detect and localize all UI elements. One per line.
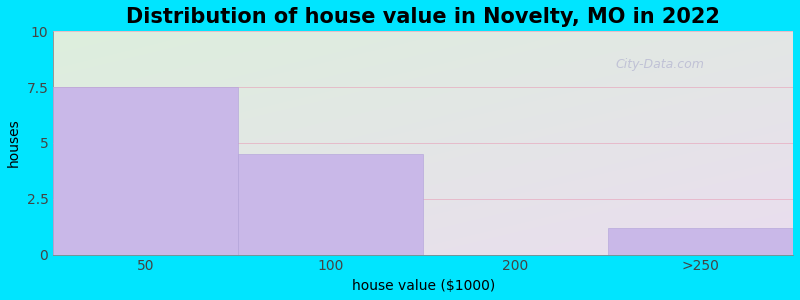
Title: Distribution of house value in Novelty, MO in 2022: Distribution of house value in Novelty, … — [126, 7, 720, 27]
Bar — [608, 228, 793, 255]
Y-axis label: houses: houses — [7, 118, 21, 167]
X-axis label: house value ($1000): house value ($1000) — [351, 279, 494, 293]
Text: City-Data.com: City-Data.com — [615, 58, 704, 71]
Bar — [238, 154, 423, 255]
Bar — [54, 87, 238, 255]
